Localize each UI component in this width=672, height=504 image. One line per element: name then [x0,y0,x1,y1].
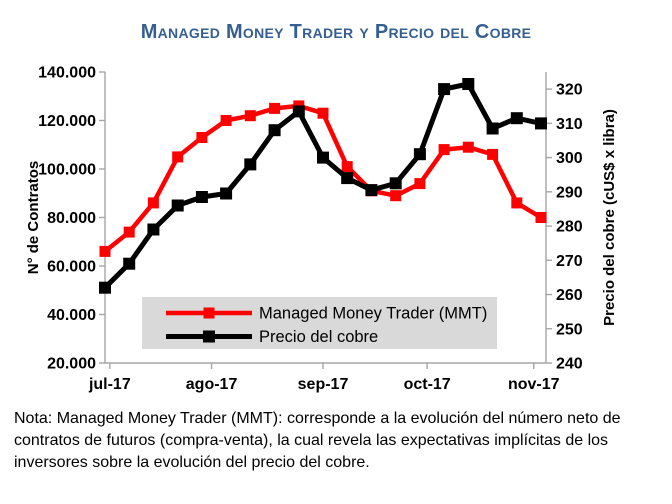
left-axis-tick-label: 40.000 [47,307,96,324]
x-axis-tick-label: oct-17 [404,376,451,393]
copper-series-marker [510,112,523,125]
left-axis-tick-label: 100.000 [38,162,96,179]
mmt-series-marker [269,102,281,114]
mmt-series-marker [172,151,184,163]
mmt-series-marker [220,115,232,126]
mmt-series-group [99,100,547,257]
copper-series-marker [389,177,402,190]
right-axis-tick-label: 320 [556,82,583,99]
left-axis-tick-label: 120.000 [38,113,96,130]
copper-series-marker [99,281,111,294]
legend-box [142,297,497,349]
mmt-series-marker [99,245,111,257]
right-axis-tick-label: 290 [556,184,583,201]
copper-series-marker [195,191,208,203]
mmt-series-marker [414,178,426,190]
copper-series-marker [462,78,475,90]
mmt-series-marker [511,197,523,209]
copper-series-marker [123,257,136,270]
mmt-series-marker [123,226,135,238]
copper-series-marker [268,124,281,137]
left-axis-tick-label: 140.000 [38,65,96,82]
mmt-series-marker [341,161,353,173]
mmt-series-marker [462,141,474,153]
right-axis-tick-label: 280 [556,219,583,236]
copper-series-marker [147,223,160,236]
mmt-series-marker [196,132,208,143]
copper-series-marker [365,184,378,197]
mmt-series-marker [244,110,256,122]
right-axis-tick-label: 310 [556,116,583,133]
legend-label: Managed Money Trader (MMT) [259,305,487,323]
left-axis-tick-label: 20.000 [47,356,96,373]
right-axis-tick-label: 250 [556,321,583,338]
copper-series-marker [413,148,426,161]
copper-series-marker [486,122,499,135]
line-chart: 20.000 40.000 60.000 80.000 100.000 120.000 14… [25,65,618,394]
left-axis-title: N° de Contratos [25,161,42,275]
chart-title: Managed Money Trader y Precio del Cobre [140,21,532,43]
copper-series-marker [535,117,547,130]
legend: Managed Money Trader (MMT) Precio del cob… [142,297,497,349]
x-axis-tick-label: nov-17 [508,376,560,393]
x-axis-tick-label: ago-17 [186,376,238,393]
note-text: Nota: Managed Money Trader (MMT): corres… [14,410,621,471]
copper-series-marker [171,199,184,212]
right-axis-tick-label: 270 [556,253,583,270]
mmt-series-marker [438,144,450,156]
x-axis-tick-label: sep-17 [298,376,349,393]
legend-label: Precio del cobre [259,328,378,346]
copper-series-marker [244,158,257,171]
copper-series-marker [220,187,233,200]
right-axis-tick-label: 300 [556,150,583,167]
right-axis-tick-label: 260 [556,287,583,304]
left-axis-tick-label: 80.000 [47,210,96,227]
mmt-series-line [103,103,543,254]
mmt-series-marker [147,197,159,209]
mmt-series-marker [317,107,329,119]
copper-series-marker [292,105,305,118]
legend-sample-marker [203,307,215,319]
mmt-series-marker [535,212,547,223]
right-axis-tick-label: 240 [556,356,583,373]
copper-series-marker [438,83,451,96]
x-axis-tick-label: jul-17 [88,376,131,393]
copper-series-marker [341,172,354,185]
right-axis-title: Precio del cobre (cUS$ x libra) [601,109,618,326]
legend-sample-marker [203,330,215,343]
copper-series-group [99,78,547,294]
mmt-series-marker [390,190,402,202]
left-axis-tick-label: 60.000 [47,259,96,276]
mmt-series-marker [487,148,499,160]
copper-series-marker [317,151,329,164]
